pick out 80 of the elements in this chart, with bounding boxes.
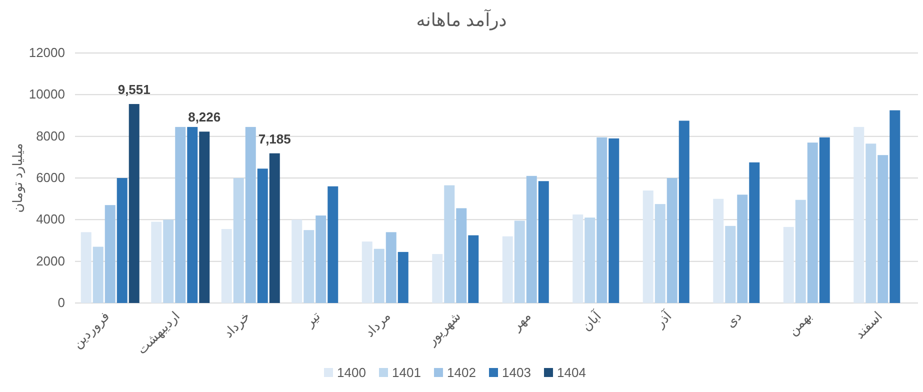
bar (386, 232, 396, 303)
bar (878, 155, 888, 303)
bar (374, 248, 384, 303)
y-tick-label: 2000 (36, 253, 65, 268)
legend-label: 1400 (337, 365, 366, 380)
bar (269, 153, 280, 303)
bar (866, 144, 876, 303)
bar (328, 186, 338, 303)
x-tick-label: فروردین (70, 308, 113, 352)
bar (292, 220, 302, 303)
y-axis-title: میلیارد تومان (10, 143, 26, 213)
legend-label: 1403 (502, 365, 531, 380)
y-tick-label: 6000 (36, 170, 65, 185)
bar (468, 235, 479, 303)
legend-label: 1402 (447, 365, 476, 380)
bar (245, 126, 256, 303)
x-tick-label: تیر (301, 308, 324, 331)
bar (737, 194, 748, 303)
bar (116, 178, 128, 303)
bar (151, 222, 162, 303)
bar (233, 178, 244, 303)
bar (596, 137, 608, 303)
bar (104, 205, 116, 303)
bar (854, 126, 864, 303)
bar (807, 142, 818, 303)
bar (666, 178, 678, 303)
y-tick-label: 8000 (36, 128, 65, 144)
bar (456, 208, 467, 303)
legend-label: 1404 (557, 365, 586, 380)
bar (654, 204, 666, 303)
data-label: 9,551 (118, 82, 150, 98)
bar (819, 137, 830, 303)
bar (725, 226, 736, 303)
x-tick-label: مرداد (362, 308, 394, 341)
bar (572, 214, 584, 303)
bar (514, 220, 525, 303)
x-tick-label: مهر (508, 308, 534, 335)
bar (678, 120, 690, 303)
y-tick-label: 4000 (36, 212, 65, 227)
bar (713, 198, 724, 303)
bar (257, 168, 268, 303)
y-tick-label: 10000 (28, 86, 65, 102)
bar (163, 220, 174, 303)
bar (526, 176, 537, 303)
x-tick-label: دی (722, 308, 745, 330)
data-label: 7,185 (258, 131, 291, 146)
legend-label: 1401 (392, 365, 421, 380)
bar (584, 218, 596, 303)
bar (187, 126, 198, 303)
bar (538, 181, 549, 303)
y-tick-label: 0 (58, 295, 65, 310)
bar (128, 104, 140, 303)
x-tick-label: آذر (651, 306, 676, 332)
x-tick-label: اسفند (852, 308, 885, 342)
bar (890, 110, 900, 303)
bar (444, 185, 455, 303)
bar (199, 132, 210, 303)
bar (608, 138, 620, 303)
x-tick-label: بهمن (785, 308, 816, 339)
bar (92, 246, 104, 303)
x-tick-label: آبان (578, 306, 605, 334)
x-tick-label: خرداد (220, 308, 254, 342)
chart-title: درآمد ماهانه (416, 9, 507, 31)
bar (642, 190, 654, 303)
data-label: 8,226 (188, 110, 221, 125)
bar (80, 232, 92, 303)
bar (432, 254, 443, 303)
bar (795, 200, 806, 303)
bar (175, 126, 186, 303)
bar (316, 216, 326, 303)
bar (502, 236, 513, 303)
y-tick-label: 12000 (28, 45, 65, 60)
x-tick-label: اردیبهشت (134, 308, 184, 358)
bar (749, 162, 760, 303)
bar (783, 226, 794, 303)
bar (362, 242, 372, 303)
bar (304, 230, 314, 303)
bar (221, 229, 232, 303)
x-tick-label: شهریور (423, 308, 464, 350)
bar (398, 252, 408, 303)
